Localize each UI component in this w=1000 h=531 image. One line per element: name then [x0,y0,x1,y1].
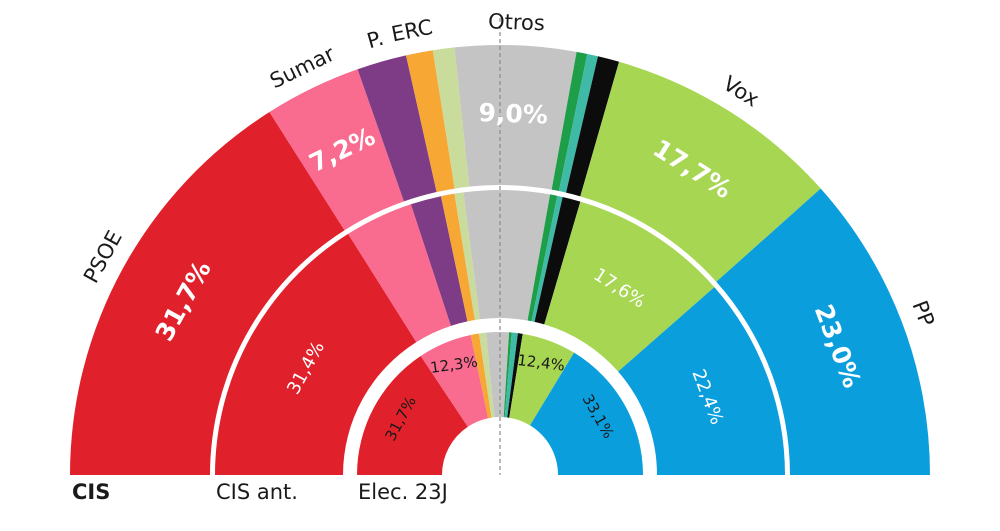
ring-label-elec-23j: Elec. 23J [358,480,448,504]
party-label-pp: PP [908,297,939,329]
segment-cis-otros [454,45,577,190]
segment-cis-ant-podemos [410,196,468,326]
value-label-elec-23j-vox: 12,4% [516,351,566,375]
segment-cis-ant-pnv [534,196,581,325]
segment-cis-ant-junts [454,192,480,321]
segment-cis-ant-psoe [215,233,417,475]
segment-elec-23j-vox [509,333,575,426]
party-label-erc: ERC [389,15,434,47]
segment-cis-ant-erc [440,193,475,322]
ring-label-cis-ant: CIS ant. [216,480,298,504]
segment-cis-ant-otros [463,190,551,321]
chart-rings [70,45,930,475]
segment-cis-bng [551,51,588,192]
segment-elec-23j-psoe [357,355,468,475]
segment-cis-erc [406,50,455,193]
segment-elec-23j-otros [486,332,510,418]
segment-cis-podemos [357,55,437,202]
segment-cis-junts [432,47,470,189]
segment-cis-vox [580,61,821,282]
segment-elec-23j-sumar [420,335,489,427]
party-label-p: P. [364,26,386,53]
party-label-vox: Vox [719,71,763,111]
segment-cis-bildu [558,53,598,193]
segment-cis-ant-bildu [531,195,563,322]
segment-elec-23j-pp [530,352,643,475]
segment-cis-psoe [70,112,345,475]
segment-elec-23j-erc [470,333,492,419]
value-label-cis-otros: 9,0% [478,98,548,130]
segment-elec-23j-bildu [504,332,518,418]
party-label-otros: Otros [488,9,546,35]
segment-elec-23j-junts [479,332,495,418]
segment-cis-ant-sumar [348,204,451,343]
segment-cis-pnv [566,56,620,197]
segment-cis-sumar [269,69,404,231]
segment-cis-pp [716,188,930,475]
segment-elec-23j-bng [503,332,512,418]
segment-cis-ant-vox [544,201,715,372]
segment-cis-ant-bng [527,194,558,322]
segment-elec-23j-pnv [507,333,523,418]
segment-cis-ant-pp [618,287,785,475]
ring-label-cis: CIS [72,480,111,504]
